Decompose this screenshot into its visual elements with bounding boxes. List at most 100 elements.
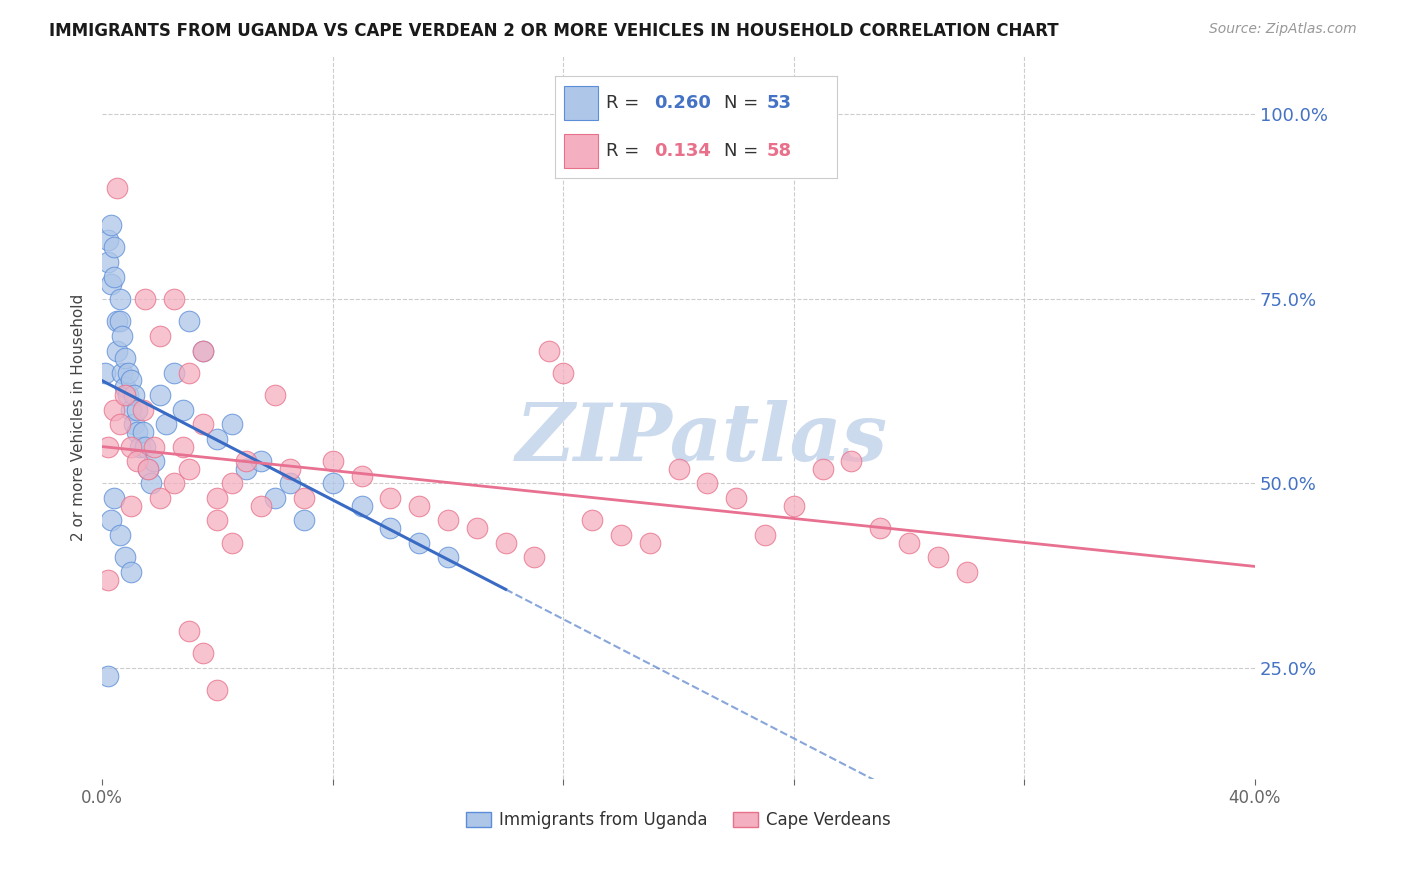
Point (94, 366, 117, 380)
Text: 53: 53 (766, 94, 792, 112)
Point (103, 491, 125, 506)
Point (292, 491, 315, 506)
Point (437, 513, 460, 527)
Point (108, 292, 131, 306)
Point (249, 499, 271, 513)
Point (841, 454, 863, 468)
Point (264, 491, 287, 506)
Point (114, 380, 136, 394)
Point (114, 550, 136, 565)
Point (380, 521, 402, 535)
Text: N =: N = (724, 94, 763, 112)
Point (111, 366, 134, 380)
Point (97, 233, 120, 247)
Point (235, 461, 257, 475)
Point (437, 550, 460, 565)
Text: N =: N = (724, 142, 763, 161)
Point (134, 440, 156, 454)
Point (131, 425, 153, 439)
Point (120, 565, 142, 579)
Point (408, 499, 430, 513)
Point (143, 454, 166, 468)
Point (207, 683, 229, 698)
Point (114, 388, 136, 402)
Point (207, 491, 229, 506)
Point (811, 461, 834, 475)
Point (221, 535, 243, 549)
Point (125, 402, 148, 417)
Point (141, 476, 163, 491)
Bar (564, 87, 598, 120)
Point (465, 521, 488, 535)
Point (103, 269, 125, 284)
Point (207, 432, 229, 446)
Point (120, 373, 142, 387)
Point (278, 461, 301, 475)
Point (114, 351, 136, 365)
Y-axis label: 2 or more Vehicles in Household: 2 or more Vehicles in Household (72, 293, 86, 541)
Point (117, 366, 139, 380)
Point (350, 499, 373, 513)
Point (292, 513, 315, 527)
Point (111, 328, 134, 343)
Point (322, 454, 344, 468)
Point (172, 402, 194, 417)
Text: 58: 58 (766, 142, 792, 161)
Point (97, 573, 120, 587)
Point (380, 491, 402, 506)
Point (97, 440, 120, 454)
Point (191, 646, 214, 660)
Point (537, 343, 560, 358)
Point (155, 417, 177, 432)
Point (120, 440, 142, 454)
Point (122, 417, 145, 432)
Point (956, 565, 979, 579)
Point (581, 513, 603, 527)
Point (191, 343, 214, 358)
Point (869, 521, 891, 535)
Point (207, 513, 229, 527)
Point (177, 624, 200, 639)
Legend: Immigrants from Uganda, Cape Verdeans: Immigrants from Uganda, Cape Verdeans (460, 805, 897, 836)
Point (149, 388, 172, 402)
Point (100, 513, 122, 527)
Point (264, 388, 287, 402)
Text: R =: R = (606, 94, 645, 112)
Text: 0.134: 0.134 (654, 142, 710, 161)
Text: ZIPatlas: ZIPatlas (516, 400, 887, 477)
Point (143, 440, 166, 454)
Point (105, 314, 128, 328)
Bar (564, 135, 598, 168)
Point (105, 181, 128, 195)
Point (163, 366, 186, 380)
Point (249, 454, 271, 468)
Point (97, 255, 120, 269)
Point (668, 461, 690, 475)
Point (128, 440, 150, 454)
Point (122, 388, 145, 402)
Point (172, 440, 194, 454)
Point (408, 535, 430, 549)
Point (149, 328, 172, 343)
Point (134, 292, 156, 306)
Point (783, 499, 806, 513)
Point (754, 528, 776, 542)
Point (136, 461, 159, 475)
Point (221, 417, 243, 432)
Point (163, 476, 186, 491)
Point (125, 454, 148, 468)
Text: IMMIGRANTS FROM UGANDA VS CAPE VERDEAN 2 OR MORE VEHICLES IN HOUSEHOLD CORRELATI: IMMIGRANTS FROM UGANDA VS CAPE VERDEAN 2… (49, 22, 1059, 40)
Point (898, 535, 921, 549)
Point (350, 469, 373, 483)
Point (97, 668, 120, 682)
Point (117, 388, 139, 402)
Point (191, 417, 214, 432)
Point (696, 476, 718, 491)
Point (278, 476, 301, 491)
Point (163, 292, 186, 306)
Point (105, 343, 128, 358)
Text: 0.260: 0.260 (654, 94, 710, 112)
Point (927, 550, 949, 565)
Point (177, 314, 200, 328)
Point (495, 535, 517, 549)
